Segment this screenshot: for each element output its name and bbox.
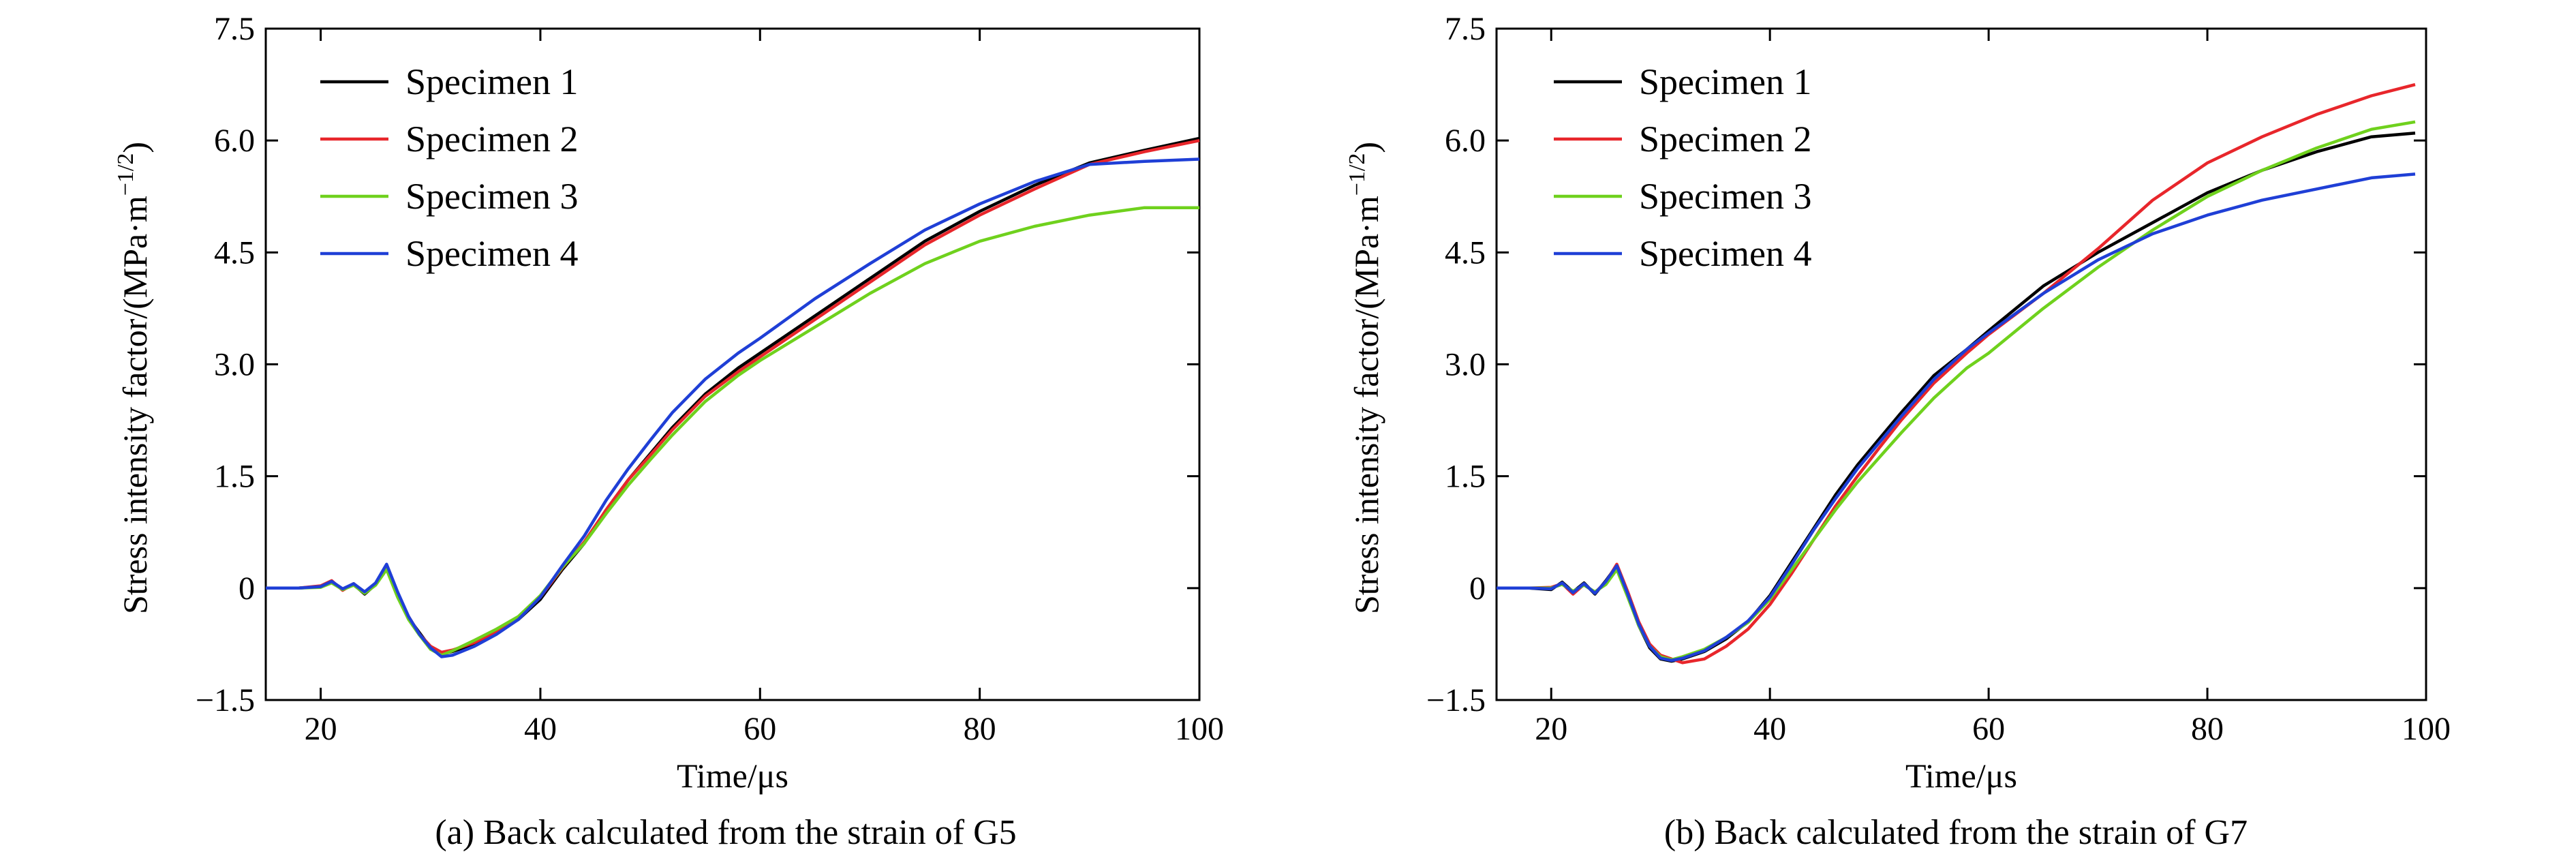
y-tick-label: 3.0 bbox=[214, 347, 255, 383]
y-tick-label: 6.0 bbox=[1445, 123, 1486, 159]
y-tick-label: 3.0 bbox=[1445, 347, 1486, 383]
x-tick-label: 80 bbox=[964, 711, 996, 747]
x-tick-label: 100 bbox=[1175, 711, 1224, 747]
y-axis-label-main: Stress intensity factor/(MPa·m bbox=[116, 196, 154, 614]
x-axis-label: Time/μs bbox=[1905, 757, 2017, 795]
y-tick-label: 1.5 bbox=[1445, 459, 1486, 495]
plot-frame bbox=[1495, 27, 2427, 701]
x-tick-label: 60 bbox=[1972, 711, 2005, 747]
y-axis-label-close: ) bbox=[116, 142, 154, 153]
y-axis-label-exponent: −1/2 bbox=[113, 153, 138, 196]
y-axis-label: Stress intensity factor/(MPa·m−1/2) bbox=[1345, 142, 1385, 614]
y-tick-label: 7.5 bbox=[1445, 11, 1486, 47]
y-tick-label: 4.5 bbox=[1445, 234, 1486, 271]
x-tick-label: 60 bbox=[743, 711, 776, 747]
x-tick-label: 20 bbox=[1535, 711, 1567, 747]
y-tick-label: −1.5 bbox=[196, 682, 255, 718]
legend-label-specimen-3: Specimen 3 bbox=[405, 176, 578, 217]
panel-caption: (a) Back calculated from the strain of G… bbox=[435, 813, 1016, 852]
y-axis-label-exponent: −1/2 bbox=[1345, 153, 1370, 196]
x-tick-label: 40 bbox=[524, 711, 557, 747]
legend-label-specimen-4: Specimen 4 bbox=[1639, 233, 1811, 274]
chart-panel-a: 20 40 60 80 100 −1.5 0 1.5 3.0 4.5 6.0 7.5 Time/μs St… bbox=[113, 11, 1224, 852]
y-tick-label: 0 bbox=[239, 571, 255, 607]
series-line-specimen-3 bbox=[266, 206, 1199, 657]
series-line-specimen-2 bbox=[266, 138, 1200, 654]
y-axis-label: Stress intensity factor/(MPa·m−1/2) bbox=[113, 142, 154, 614]
y-axis-label-close: ) bbox=[1347, 142, 1385, 153]
x-tick-label: 100 bbox=[2402, 711, 2451, 747]
chart-panel-b: 20 40 60 80 100 −1.5 0 1.5 3.0 4.5 6.0 7.5 Time/μs St… bbox=[1345, 11, 2451, 852]
legend-label-specimen-1: Specimen 1 bbox=[1639, 61, 1811, 102]
series-line-specimen-3 bbox=[1497, 120, 2416, 662]
legend-label-specimen-1: Specimen 1 bbox=[405, 61, 578, 102]
y-tick-label: 7.5 bbox=[214, 11, 255, 47]
y-tick-label: 1.5 bbox=[214, 459, 255, 495]
panel-caption: (b) Back calculated from the strain of G… bbox=[1664, 813, 2248, 852]
x-tick-label: 20 bbox=[305, 711, 337, 747]
legend-label-specimen-3: Specimen 3 bbox=[1639, 176, 1811, 217]
series-line-specimen-4 bbox=[266, 157, 1200, 658]
x-axis-label: Time/μs bbox=[677, 757, 788, 795]
legend-label-specimen-2: Specimen 2 bbox=[1639, 119, 1811, 159]
x-tick-label: 40 bbox=[1753, 711, 1786, 747]
y-tick-label: 0 bbox=[1469, 571, 1486, 607]
series-line-specimen-2 bbox=[1497, 82, 2416, 665]
legend-label-specimen-4: Specimen 4 bbox=[405, 233, 578, 274]
y-tick-label: 6.0 bbox=[214, 123, 255, 159]
x-tick-label: 80 bbox=[2191, 711, 2224, 747]
series-line-specimen-1 bbox=[1497, 131, 2416, 663]
series-line-specimen-4 bbox=[1497, 172, 2416, 663]
y-tick-label: −1.5 bbox=[1426, 682, 1486, 718]
y-axis-label-main: Stress intensity factor/(MPa·m bbox=[1347, 196, 1385, 614]
legend-label-specimen-2: Specimen 2 bbox=[405, 119, 578, 159]
y-tick-label: 4.5 bbox=[214, 234, 255, 271]
